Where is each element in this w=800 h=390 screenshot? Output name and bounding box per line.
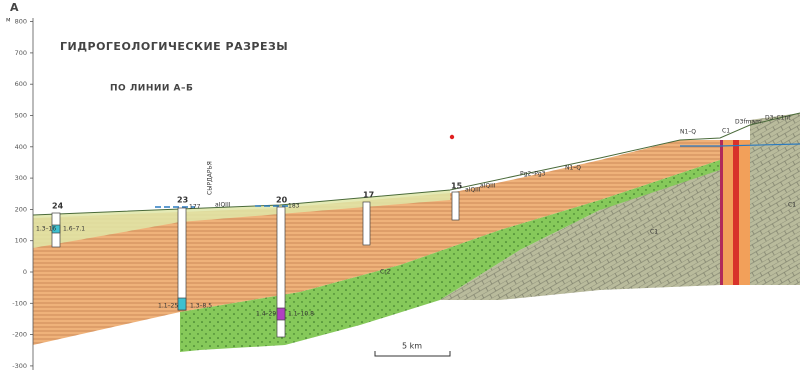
well — [177, 207, 187, 311]
geology — [32, 112, 800, 352]
index: aIQIII — [465, 187, 481, 194]
fault-line — [720, 140, 723, 285]
surface-layer — [33, 190, 450, 248]
index: D3–C1nt — [765, 115, 791, 122]
well — [276, 206, 286, 338]
sediment-layer — [33, 140, 720, 345]
well-screen — [51, 224, 61, 234]
index: Cr2 — [380, 269, 391, 276]
well — [362, 201, 371, 246]
well-label: 17 — [363, 191, 374, 200]
well-screen — [276, 307, 286, 321]
well — [451, 191, 460, 221]
tick-label: 0 — [23, 268, 27, 276]
tick-label: 500 — [15, 112, 27, 120]
well-screen — [177, 297, 187, 311]
river-label: СЫРДАРЬЯ — [207, 161, 214, 195]
level: 177 — [189, 204, 201, 211]
tick-label: 800 — [15, 18, 27, 26]
scale-label: 5 km — [402, 342, 422, 351]
well-note: 1.1–10.8 — [288, 311, 314, 318]
tick-label: 600 — [15, 80, 27, 88]
index: C1 — [722, 128, 730, 135]
well-label: 23 — [177, 196, 188, 205]
level: 183 — [288, 203, 300, 210]
water-table — [680, 143, 800, 147]
marker — [449, 134, 455, 140]
index: aIQIII — [480, 183, 496, 190]
fault-band — [733, 140, 739, 285]
well-note: 1.6–7.1 — [63, 226, 85, 233]
tick-label: 300 — [15, 174, 27, 182]
index: D3fmam — [735, 119, 761, 126]
axis-letter: А — [10, 1, 19, 14]
index: C1 — [788, 202, 796, 209]
ground-surface — [32, 112, 800, 216]
tick-label: 200 — [15, 205, 27, 213]
axis-unit: м — [6, 17, 11, 24]
well-note: 1.3–16 — [36, 226, 56, 233]
index: C1 — [650, 229, 658, 236]
tick-label: 100 — [15, 237, 27, 245]
subtitle: ПО ЛИНИИ А–Б — [110, 84, 193, 94]
axis-ticks: 800 700 600 500 400 300 200 100 0 -100 -200 -300 — [12, 18, 33, 370]
well-note: 1.4–29 — [256, 311, 276, 318]
carbonate-layer — [440, 170, 720, 300]
well-label: 20 — [276, 196, 288, 205]
title: ГИДРОГЕОЛОГИЧЕСКИЕ РАЗРЕЗЫ — [60, 40, 288, 53]
index: N1–Q — [565, 165, 581, 172]
carbonate-right — [750, 113, 800, 285]
tick-label: 700 — [15, 49, 27, 57]
wells — [51, 191, 460, 338]
cretaceous-layer — [180, 160, 720, 352]
well-label: 24 — [52, 202, 64, 211]
well-label: 15 — [451, 182, 463, 191]
index: N1–Q — [680, 129, 696, 136]
well-note: 1.3–8.5 — [190, 303, 212, 310]
tick-label: -100 — [12, 299, 27, 307]
index: Pg2–Pg3 — [520, 171, 546, 178]
tick-label: 400 — [15, 143, 27, 151]
scale-bar — [374, 351, 451, 357]
tick-label: -300 — [12, 362, 27, 370]
index: aIQIII — [215, 202, 231, 209]
well-note: 1.1–25 — [158, 303, 178, 310]
tick-label: -200 — [12, 331, 27, 339]
